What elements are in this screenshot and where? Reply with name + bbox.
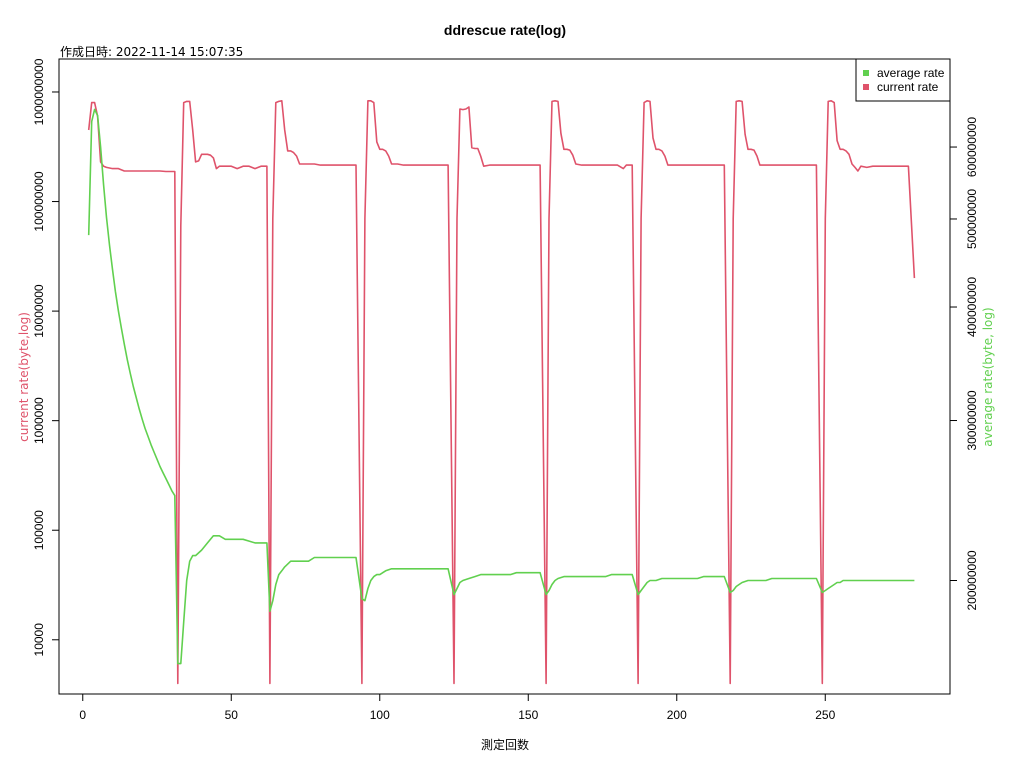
x-tick-label: 0 — [79, 708, 86, 722]
legend-swatch-current-rate — [863, 84, 869, 90]
chart-title: ddrescue rate(log) — [444, 22, 566, 38]
y-right-tick-label: 400000000 — [965, 277, 979, 337]
plot-area: 0 50 100 150 200 250 10000 100000 1000000 1000000… — [32, 58, 979, 722]
y-left-tick-label: 1000000000 — [32, 58, 46, 125]
y-right-tick-label: 200000000 — [965, 550, 979, 610]
y-axis-left-title: current rate(byte,log) — [17, 312, 31, 442]
series-line-average-rate — [87, 108, 915, 665]
x-tick-label: 150 — [518, 708, 538, 722]
y-left-tick-label: 100000 — [32, 510, 46, 550]
x-tick-label: 100 — [370, 708, 390, 722]
y-left-tick-label: 10000000 — [32, 284, 46, 338]
y-right-tick-label: 500000000 — [965, 189, 979, 249]
y-left-tick-label: 10000 — [32, 623, 46, 657]
legend-swatch-average-rate — [863, 70, 869, 76]
y-left-tick-label: 100000000 — [32, 171, 46, 231]
y-right-tick-label: 300000000 — [965, 390, 979, 450]
chart-subtitle: 作成日時: 2022-11-14 15:07:35 — [60, 45, 243, 59]
y-axis-right-title: average rate(byte, log) — [981, 307, 995, 446]
x-tick-label: 200 — [667, 708, 687, 722]
x-axis-title: 測定回数 — [481, 737, 529, 752]
x-tick-label: 50 — [225, 708, 239, 722]
x-tick-label: 250 — [815, 708, 835, 722]
plot-frame — [58, 58, 951, 695]
y-right-tick-label: 600000000 — [965, 117, 979, 177]
y-left-tick-label: 1000000 — [32, 397, 46, 444]
legend: average rate current rate — [855, 58, 951, 102]
legend-label-current-rate: current rate — [877, 80, 939, 94]
series-line-current-rate — [87, 100, 916, 685]
legend-box — [855, 58, 951, 102]
legend-label-average-rate: average rate — [877, 66, 945, 80]
